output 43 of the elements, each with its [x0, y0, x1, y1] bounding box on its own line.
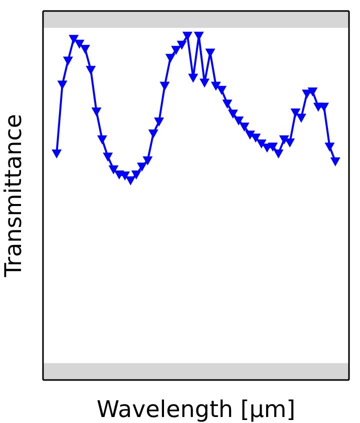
point	[142, 156, 153, 166]
point	[171, 46, 182, 55]
point	[239, 122, 250, 132]
point	[216, 86, 227, 95]
point	[188, 74, 198, 83]
point	[80, 44, 90, 54]
point	[256, 140, 266, 149]
point	[57, 80, 68, 90]
point	[97, 135, 108, 144]
point	[91, 108, 102, 117]
point	[245, 130, 256, 140]
point	[176, 40, 187, 50]
point	[228, 110, 238, 119]
point	[126, 176, 136, 186]
point	[63, 56, 74, 66]
point	[68, 34, 79, 44]
point	[330, 157, 340, 166]
point	[182, 32, 192, 41]
point	[324, 142, 335, 152]
point	[148, 130, 158, 139]
x-axis-title: Wavelength [µm]	[96, 397, 296, 423]
point	[268, 142, 278, 152]
point	[52, 150, 62, 159]
point	[136, 162, 147, 172]
point	[279, 135, 290, 144]
point	[200, 78, 210, 88]
point	[308, 88, 318, 97]
point	[273, 150, 284, 159]
point	[131, 170, 142, 180]
point	[290, 108, 301, 118]
point	[318, 102, 329, 112]
point	[154, 117, 164, 126]
point	[234, 116, 244, 126]
point	[74, 40, 84, 49]
point	[108, 165, 119, 174]
point	[222, 100, 232, 109]
point	[210, 82, 221, 91]
point	[160, 82, 170, 91]
y-axis-title: Transmittance	[1, 114, 28, 278]
point	[165, 54, 176, 63]
point	[86, 66, 96, 75]
point	[102, 152, 113, 162]
point	[296, 114, 306, 123]
